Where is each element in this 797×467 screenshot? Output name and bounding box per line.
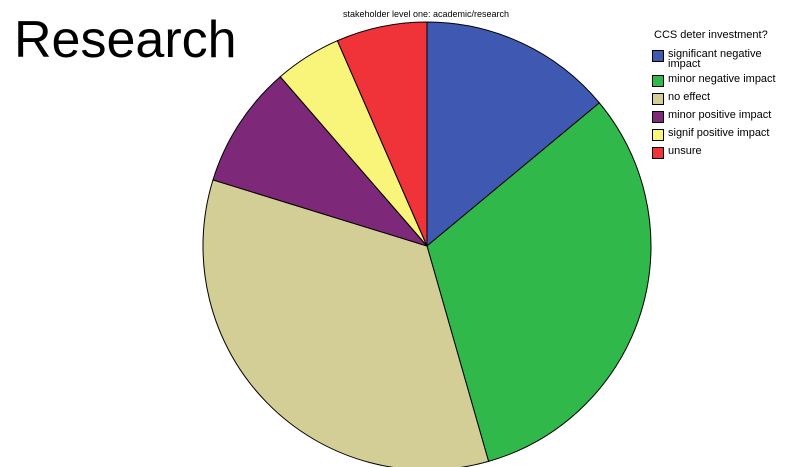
pie-slice-no-effect <box>202 179 490 467</box>
legend-swatch <box>652 93 664 105</box>
legend-label: signif positive impact <box>668 127 770 139</box>
legend-swatch <box>652 50 664 62</box>
legend-label: significant negative impact <box>668 48 762 70</box>
legend-swatch <box>652 75 664 87</box>
legend-swatch <box>652 147 664 159</box>
legend-item: minor positive impact <box>652 110 797 123</box>
legend-swatch <box>652 129 664 141</box>
legend-swatch <box>652 111 664 123</box>
pie-slice-minor-positive-impact <box>212 76 429 247</box>
pie-slice-unsure <box>336 21 428 247</box>
legend-item: significant negative impact <box>652 48 797 70</box>
legend-label: minor negative impact <box>668 73 776 85</box>
legend: CCS deter investment? significant negati… <box>652 29 797 164</box>
page-heading: Research <box>14 11 237 69</box>
legend-label: unsure <box>668 145 702 157</box>
pie-slice-minor-negative-impact <box>426 102 652 462</box>
pie-slice-significant-negative-impact <box>426 21 601 248</box>
chart-title: stakeholder level one: academic/research <box>342 9 510 19</box>
legend-item: signif positive impact <box>652 128 797 141</box>
legend-label: no effect <box>668 91 710 103</box>
legend-label: minor positive impact <box>668 109 772 121</box>
legend-item: unsure <box>652 146 797 159</box>
legend-item: minor negative impact <box>652 74 797 87</box>
legend-title: CCS deter investment? <box>654 29 768 41</box>
legend-item: no effect <box>652 92 797 105</box>
